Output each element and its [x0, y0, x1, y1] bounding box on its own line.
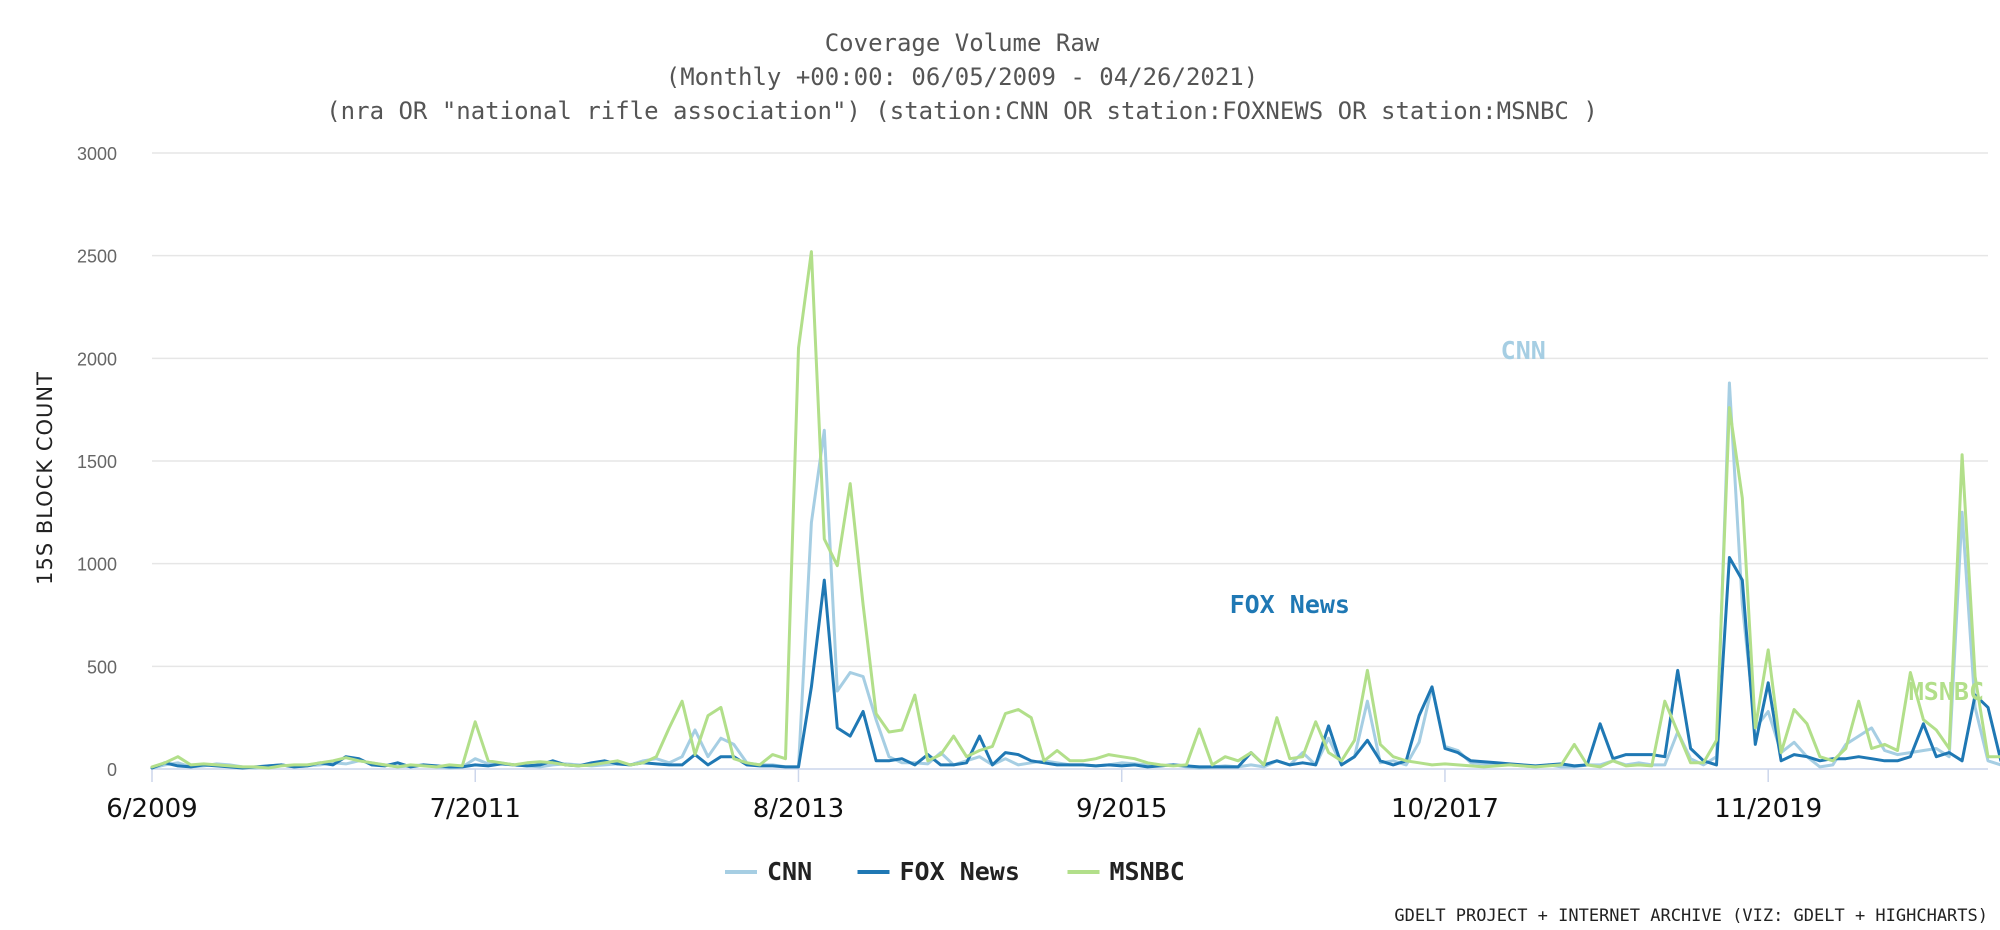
y-tick-label: 3000 [77, 144, 117, 164]
x-tick-label: 7/2011 [429, 794, 520, 824]
y-axis-ticks: 0 500 1000 1500 2000 2500 3000 [77, 144, 117, 780]
series-labels: CNN FOX News MSNBC [1230, 336, 1984, 706]
y-tick-label: 2500 [77, 247, 117, 267]
chart-title: Coverage Volume Raw [825, 29, 1100, 57]
series-label-msnbc: MSNBC [1909, 677, 1984, 706]
legend-item-cnn[interactable]: CNN [725, 857, 812, 886]
x-tick-label: 8/2013 [753, 794, 844, 824]
y-tick-label: 0 [107, 760, 117, 780]
legend-label: FOX News [900, 857, 1020, 886]
gridlines [152, 152, 1988, 770]
x-tick-label: 11/2019 [1714, 794, 1822, 824]
series-lines [150, 250, 2000, 770]
x-tick-label: 6/2009 [106, 794, 197, 824]
legend-item-fox-news[interactable]: FOX News [857, 857, 1020, 886]
legend-item-msnbc[interactable]: MSNBC [1067, 857, 1185, 886]
y-tick-label: 2000 [77, 349, 117, 369]
chart-subtitle-line-2: (nra OR "national rifle association") (s… [326, 97, 1598, 125]
y-axis-label: 15S BLOCK COUNT [33, 371, 57, 585]
chart-subtitle-line-1: (Monthly +00:00: 06/05/2009 - 04/26/2021… [666, 63, 1258, 91]
x-axis: 6/2009 7/2011 8/2013 9/2015 10/2017 11/2019 [106, 769, 1822, 824]
y-tick-label: 1000 [77, 555, 117, 575]
series-label-fox-news: FOX News [1230, 590, 1350, 619]
x-tick-label: 9/2015 [1076, 794, 1167, 824]
series-line-msnbc[interactable] [150, 250, 2000, 770]
series-label-cnn: CNN [1501, 336, 1546, 365]
y-tick-label: 500 [87, 657, 117, 677]
legend-label: CNN [767, 857, 812, 886]
legend[interactable]: CNN FOX News MSNBC [725, 857, 1185, 886]
legend-label: MSNBC [1110, 857, 1185, 886]
y-tick-label: 1500 [77, 452, 117, 472]
x-tick-label: 10/2017 [1391, 794, 1499, 824]
credit-text: GDELT PROJECT + INTERNET ARCHIVE (VIZ: G… [1394, 906, 1988, 926]
